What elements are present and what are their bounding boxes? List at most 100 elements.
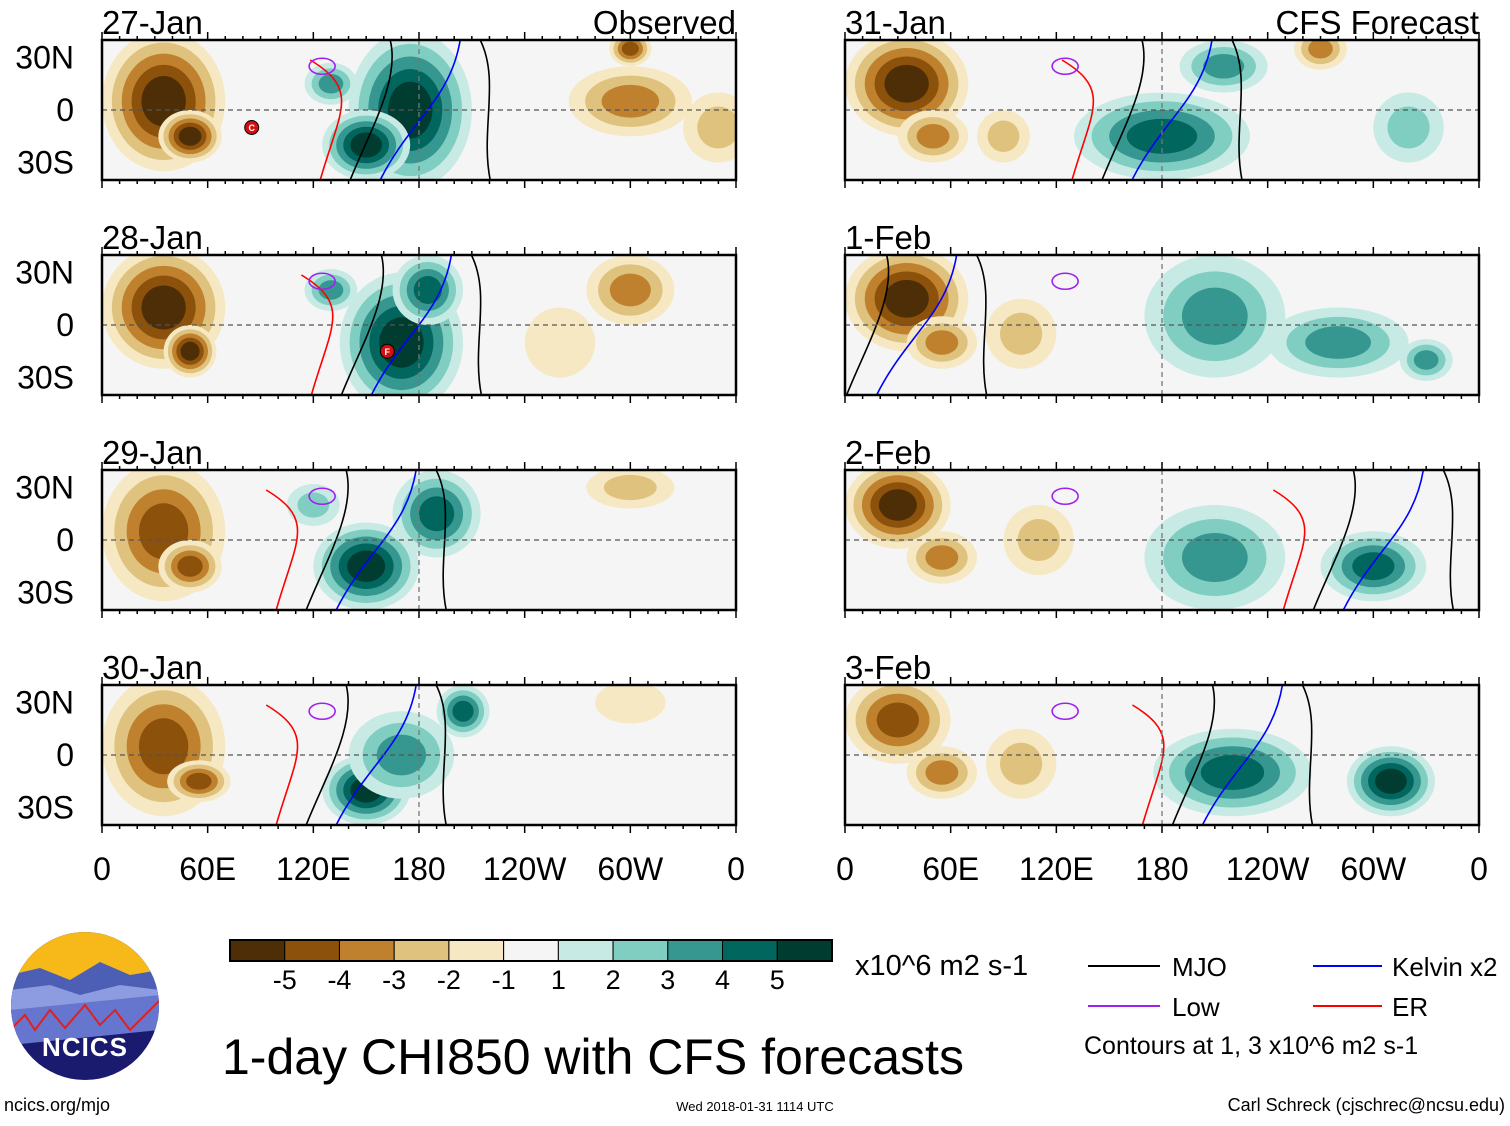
colorbar-label: 1 (551, 965, 566, 995)
anomaly-contour (987, 120, 1020, 152)
kelvin-contour (875, 255, 958, 395)
colorbar-label: 3 (660, 965, 675, 995)
anomaly-contour (1305, 326, 1371, 359)
colorbar-swatch (393, 939, 450, 962)
anomaly-contour (1203, 54, 1245, 79)
anomaly-contour (884, 64, 929, 103)
mjo-contour (305, 470, 349, 610)
mjo-contour (305, 685, 349, 825)
panel-date: 30-Jan (102, 649, 203, 686)
anomaly-shading (102, 685, 666, 825)
anomaly-contour (297, 492, 330, 518)
anomaly-contour (925, 760, 959, 785)
contour-legend: MJO Kelvin x2 Low ER Contours at 1, 3 x1… (1084, 952, 1498, 1060)
legend-label-kelvin: Kelvin x2 (1392, 952, 1498, 982)
storm-marker-label: C (248, 123, 255, 133)
anomaly-shading (807, 255, 1453, 395)
lat-label: 30N (15, 255, 74, 291)
anomaly-contour (1181, 287, 1248, 345)
panel-date: 28-Jan (102, 219, 203, 256)
lat-label: 0 (56, 522, 74, 558)
er-contour (265, 489, 299, 610)
legend-label-mjo: MJO (1172, 952, 1227, 982)
colorbar-label: -4 (327, 965, 351, 995)
mjo-contour (349, 40, 393, 180)
map-panel-30-jan: 30-Jan 30N 0 30S (15, 649, 738, 833)
panel-date: 31-Jan (845, 4, 946, 41)
low-contour (308, 272, 336, 291)
colorbar-swatch (776, 939, 833, 962)
panel-date: 29-Jan (102, 434, 203, 471)
anomaly-contour (595, 685, 666, 724)
mjo-contour (1442, 470, 1455, 610)
anomaly-contour (178, 126, 202, 146)
colorbar-swatch (448, 939, 505, 962)
anomaly-contour (350, 132, 383, 158)
logo-text: NCICS (42, 1032, 128, 1062)
mjo-contour (1231, 40, 1243, 180)
mjo-contour (435, 685, 447, 825)
colorbar-swatch (612, 939, 669, 962)
colorbar-label: -2 (437, 965, 461, 995)
anomaly-contour (177, 555, 203, 577)
anomaly-contour (524, 307, 596, 378)
panel-tag: CFS Forecast (1275, 4, 1479, 41)
anomaly-contour (180, 341, 200, 361)
legend-label-low: Low (1172, 992, 1220, 1022)
anomaly-contour (697, 106, 736, 149)
lat-label: 0 (56, 307, 74, 343)
anomaly-contour (186, 772, 212, 790)
mjo-contour (1312, 470, 1357, 610)
lon-label: 60E (179, 851, 236, 887)
map-panel-27-jan: 27-Jan Observed 30N 0 30S C (15, 4, 738, 188)
mjo-contour (479, 40, 491, 180)
er-contour (807, 275, 838, 395)
anomaly-contour (925, 330, 959, 355)
anomaly-contour (1126, 118, 1198, 154)
lon-label: 60W (1340, 851, 1407, 887)
anomaly-contour (419, 496, 455, 532)
colorbar-swatch (722, 939, 778, 962)
anomaly-contour (603, 474, 657, 501)
mjo-contour (470, 255, 483, 395)
anomaly-contour (1387, 106, 1430, 149)
footer-timestamp: Wed 2018-01-31 1114 UTC (676, 1099, 834, 1114)
lat-label: 0 (56, 737, 74, 773)
anomaly-contour (1352, 552, 1395, 581)
lat-label: 30S (17, 575, 74, 611)
storm-marker-icon (244, 120, 260, 135)
anomaly-contour (318, 73, 344, 94)
anomaly-shading (845, 40, 1444, 180)
map-panel-2-feb: 2-Feb (843, 434, 1481, 618)
ncics-logo: NCICS (11, 932, 159, 1080)
lon-label: 60W (597, 851, 664, 887)
lon-label: 180 (1135, 851, 1188, 887)
low-contour (308, 487, 336, 506)
mjo-contour (1101, 40, 1145, 180)
lat-label: 30N (15, 40, 74, 76)
anomaly-shading (102, 255, 675, 395)
er-contour (309, 59, 343, 180)
lon-label: 0 (727, 851, 745, 887)
storm-marker-label: F (385, 347, 391, 357)
footer-url[interactable]: ncics.org/mjo (4, 1095, 110, 1115)
anomaly-shading (102, 470, 675, 610)
colorbar-swatch (503, 939, 559, 962)
mjo-contour (845, 255, 890, 395)
panel-date: 27-Jan (102, 4, 203, 41)
panel-tag: Observed (593, 4, 736, 41)
low-contour (308, 702, 336, 721)
anomaly-contour (884, 279, 929, 318)
anomaly-contour (999, 312, 1043, 355)
lon-label: 120W (1226, 851, 1310, 887)
lat-label: 30N (15, 470, 74, 506)
anomaly-contour (878, 489, 917, 521)
colorbar-label: -1 (492, 965, 516, 995)
map-panel-31-jan: 31-Jan CFS Forecast (843, 4, 1481, 188)
mjo-contour (340, 255, 385, 395)
lon-label: 0 (1470, 851, 1488, 887)
anomaly-contour (1200, 755, 1265, 790)
colorbar-swatch (338, 939, 395, 962)
mjo-contour (1301, 685, 1314, 825)
